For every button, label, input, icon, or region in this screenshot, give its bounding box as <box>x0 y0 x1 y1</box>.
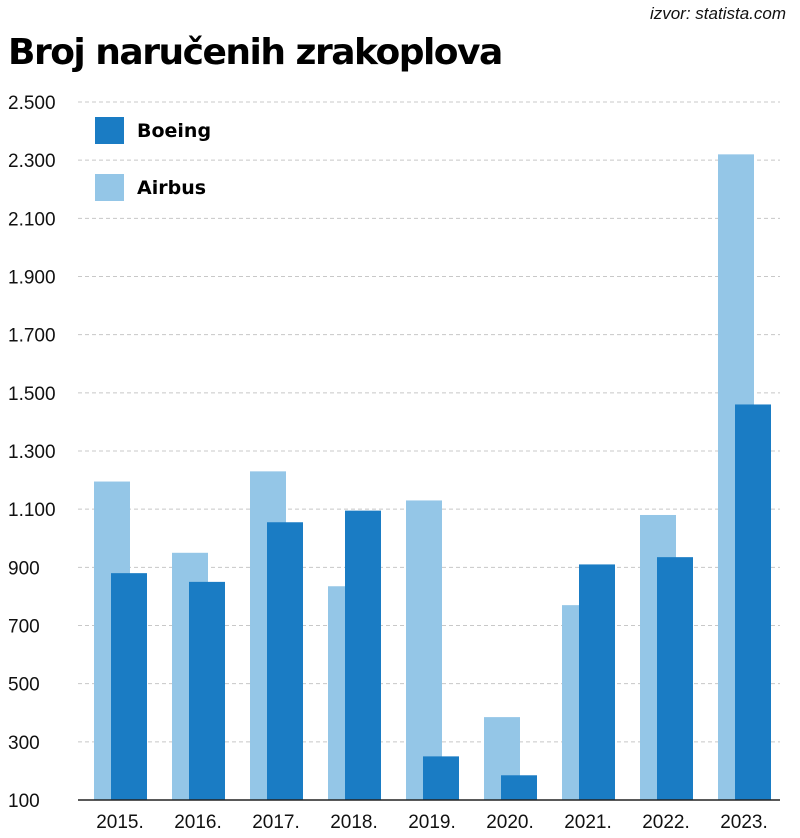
y-tick-label: 700 <box>8 617 40 638</box>
x-tick-label: 2020. <box>486 812 534 833</box>
x-tick-label: 2023. <box>720 812 768 833</box>
bar-boeing <box>657 557 693 800</box>
x-tick-label: 2015. <box>96 812 144 833</box>
bars <box>94 154 771 801</box>
bar-boeing <box>579 564 615 800</box>
y-tick-label: 900 <box>8 558 40 579</box>
y-tick-label: 1.700 <box>8 326 56 347</box>
y-tick-label: 2.100 <box>8 209 56 230</box>
y-tick-label: 2.500 <box>8 93 56 114</box>
x-tick-label: 2019. <box>408 812 456 833</box>
axes: 100 300 500 700 900 1.100 1.300 1.500 1.700 1.900… <box>8 93 780 833</box>
bar-boeing <box>345 510 381 800</box>
legend-label: Airbus <box>137 177 206 199</box>
chart-title: Broj naručenih zrakoplova <box>8 32 503 73</box>
x-tick-label: 2018. <box>330 812 378 833</box>
y-tick-label: 1.900 <box>8 268 56 289</box>
bar-boeing <box>267 522 303 800</box>
bar-airbus <box>406 500 442 800</box>
x-tick-label: 2021. <box>564 812 612 833</box>
legend: Boeing Airbus <box>95 117 211 201</box>
legend-swatch <box>95 117 124 144</box>
y-tick-label: 300 <box>8 733 40 754</box>
legend-label: Boeing <box>137 120 211 142</box>
source-note: izvor: statista.com <box>649 4 786 23</box>
y-tick-label: 1.300 <box>8 442 56 463</box>
y-tick-label: 1.100 <box>8 500 56 521</box>
bar-boeing <box>111 573 147 800</box>
y-tick-label: 100 <box>8 791 40 812</box>
y-tick-label: 2.300 <box>8 151 56 172</box>
x-tick-label: 2017. <box>252 812 300 833</box>
y-tick-label: 1.500 <box>8 384 56 405</box>
legend-swatch <box>95 174 124 201</box>
bar-boeing <box>501 775 537 800</box>
y-tick-label: 500 <box>8 675 40 696</box>
bar-boeing <box>735 404 771 800</box>
bar-boeing <box>189 581 225 800</box>
bar-boeing <box>423 756 459 800</box>
x-tick-label: 2022. <box>642 812 690 833</box>
x-tick-label: 2016. <box>174 812 222 833</box>
